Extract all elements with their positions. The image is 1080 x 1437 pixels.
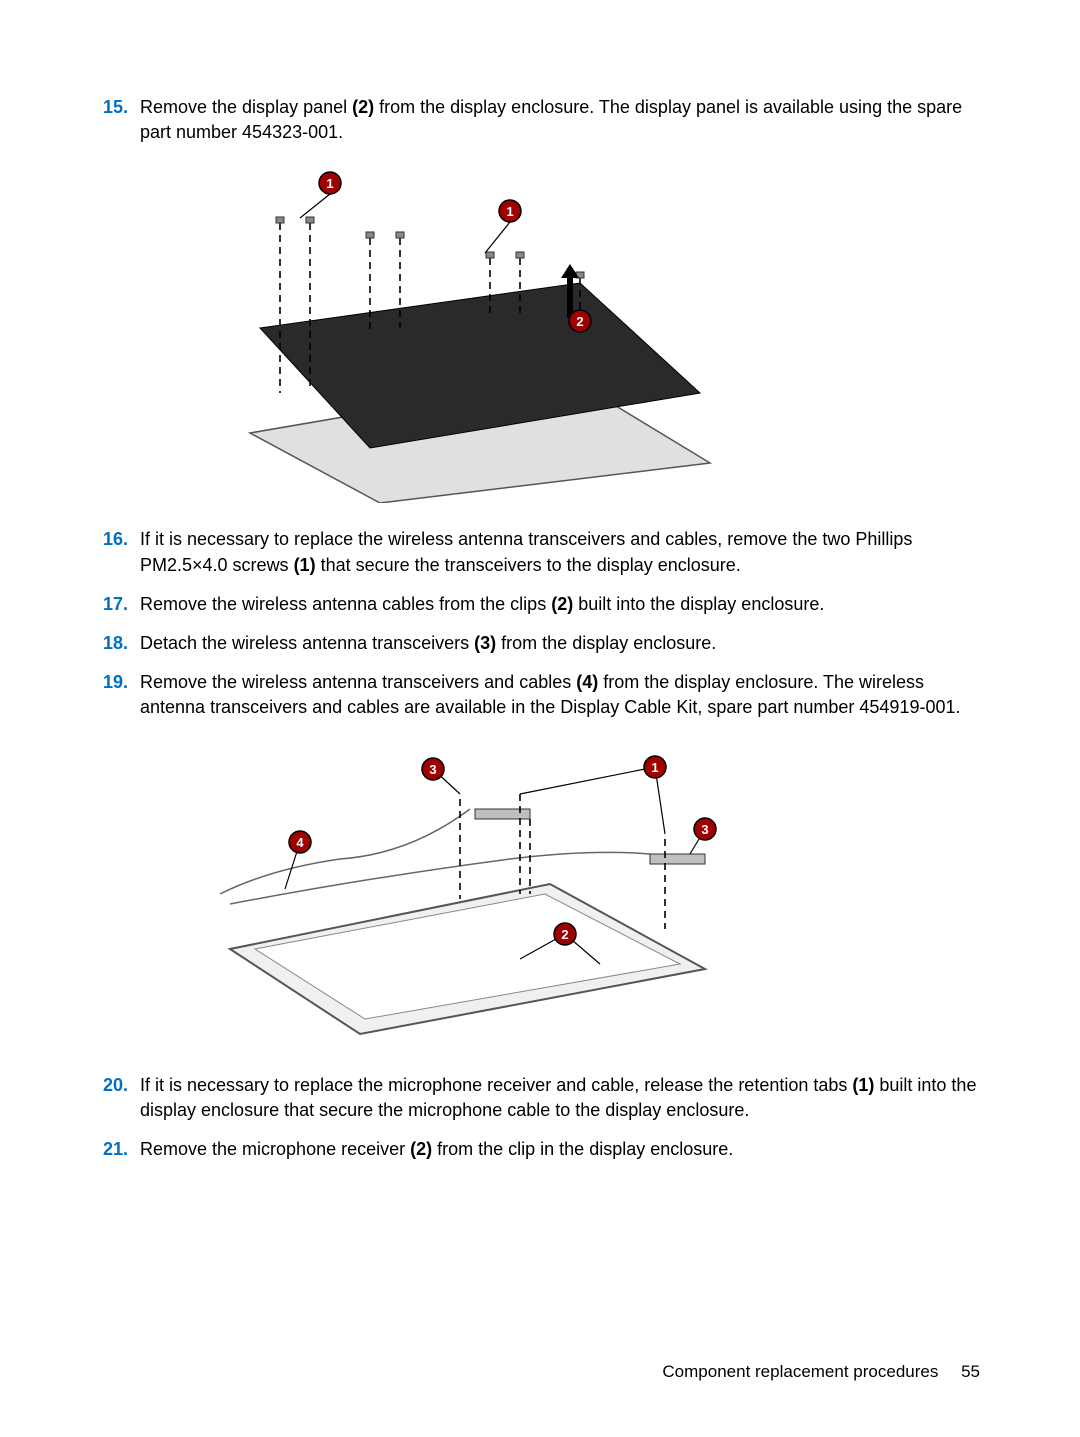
figure-antenna: 1 3 3 4 2	[160, 739, 980, 1049]
figure-display-panel: 1 1 2	[160, 163, 980, 503]
page-number: 55	[961, 1362, 980, 1381]
step-16: 16. If it is necessary to replace the wi…	[100, 527, 980, 577]
step-text: Detach the wireless antenna transceivers…	[140, 631, 980, 656]
step-text: Remove the microphone receiver (2) from …	[140, 1137, 980, 1162]
svg-text:3: 3	[429, 762, 436, 777]
svg-text:1: 1	[651, 760, 658, 775]
step-number: 19.	[100, 670, 140, 720]
footer-label: Component replacement procedures	[662, 1362, 938, 1381]
figure-1-svg: 1 1 2	[160, 163, 720, 503]
step-number: 17.	[100, 592, 140, 617]
step-19: 19. Remove the wireless antenna transcei…	[100, 670, 980, 720]
step-number: 20.	[100, 1073, 140, 1123]
svg-text:1: 1	[326, 176, 333, 191]
figure-2-svg: 1 3 3 4 2	[160, 739, 720, 1049]
step-number: 16.	[100, 527, 140, 577]
svg-text:3: 3	[701, 822, 708, 837]
svg-text:2: 2	[561, 927, 568, 942]
page-footer: Component replacement procedures 55	[662, 1362, 980, 1382]
step-text: If it is necessary to replace the microp…	[140, 1073, 980, 1123]
step-text: Remove the wireless antenna transceivers…	[140, 670, 980, 720]
svg-text:1: 1	[506, 204, 513, 219]
step-15: 15. Remove the display panel (2) from th…	[100, 95, 980, 145]
step-text: Remove the display panel (2) from the di…	[140, 95, 980, 145]
step-text: If it is necessary to replace the wirele…	[140, 527, 980, 577]
step-number: 21.	[100, 1137, 140, 1162]
step-18: 18. Detach the wireless antenna transcei…	[100, 631, 980, 656]
step-number: 18.	[100, 631, 140, 656]
step-number: 15.	[100, 95, 140, 145]
step-20: 20. If it is necessary to replace the mi…	[100, 1073, 980, 1123]
svg-text:2: 2	[576, 314, 583, 329]
step-21: 21. Remove the microphone receiver (2) f…	[100, 1137, 980, 1162]
step-text: Remove the wireless antenna cables from …	[140, 592, 980, 617]
svg-text:4: 4	[296, 835, 304, 850]
step-17: 17. Remove the wireless antenna cables f…	[100, 592, 980, 617]
